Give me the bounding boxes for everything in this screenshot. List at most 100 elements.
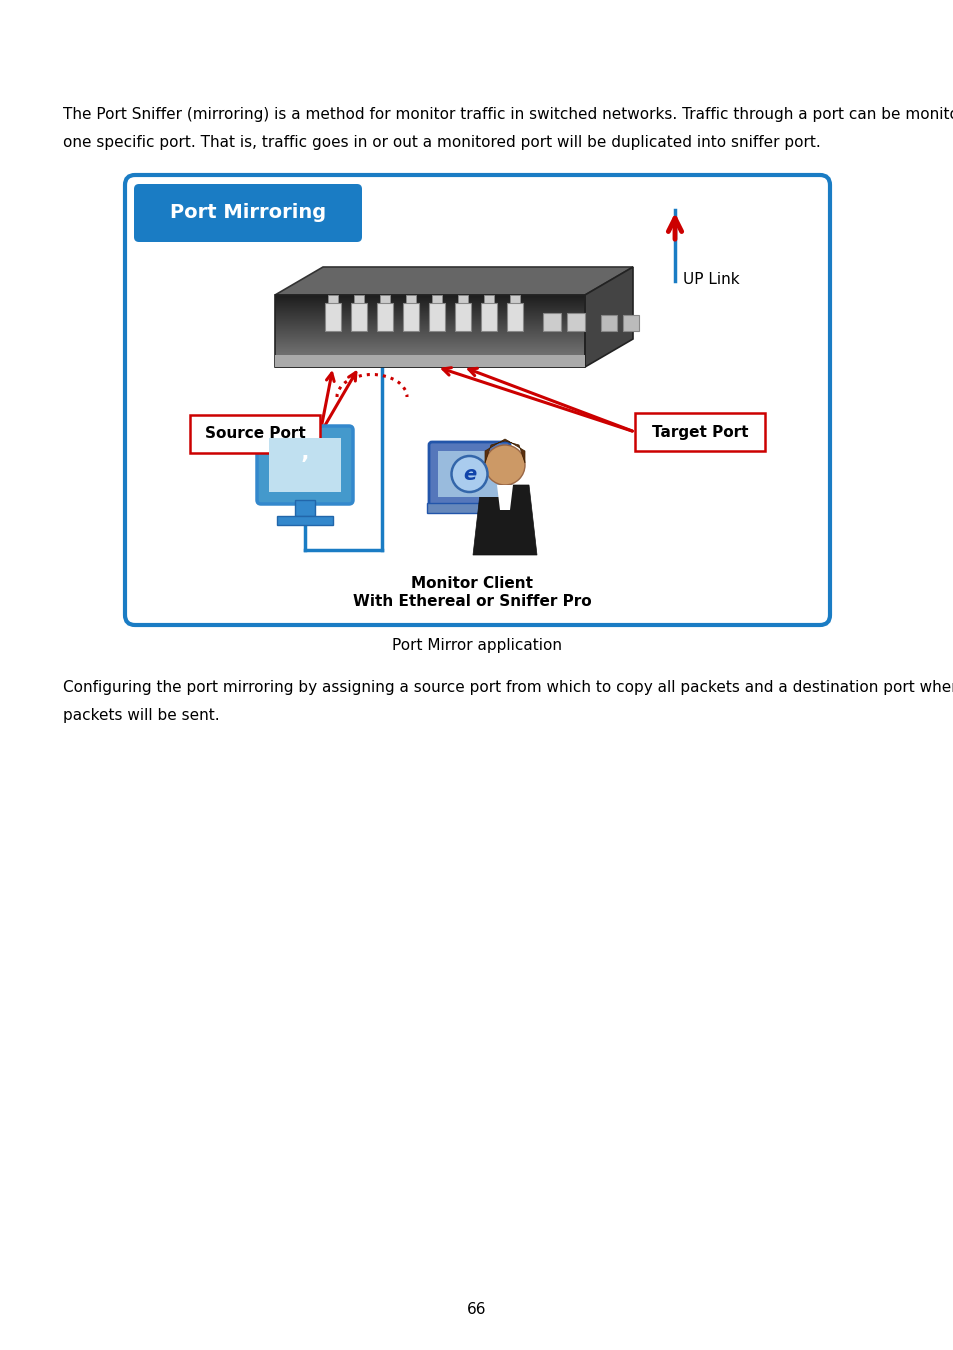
Bar [274, 316, 584, 317]
Bar [600, 315, 617, 331]
Bar [354, 296, 364, 302]
Bar [274, 348, 584, 350]
Bar [274, 317, 584, 319]
Bar [274, 347, 584, 348]
Bar [274, 343, 584, 344]
Bar [274, 304, 584, 305]
Bar [274, 352, 584, 354]
Bar [274, 358, 584, 359]
FancyBboxPatch shape [256, 427, 353, 504]
Bar [274, 332, 584, 333]
Text: Port Mirroring: Port Mirroring [170, 204, 326, 223]
Bar [566, 313, 584, 331]
Bar [274, 333, 584, 335]
Bar [274, 300, 584, 301]
Text: e: e [462, 464, 476, 483]
Bar [274, 366, 584, 367]
Bar [510, 296, 519, 302]
Bar [276, 516, 333, 525]
Bar [274, 342, 584, 343]
Bar [274, 362, 584, 363]
Bar [274, 298, 584, 301]
Bar [274, 310, 584, 312]
Bar [274, 352, 584, 355]
Bar [274, 356, 584, 359]
Polygon shape [473, 485, 537, 555]
Text: packets will be sent.: packets will be sent. [63, 707, 219, 724]
Bar [274, 296, 584, 297]
Bar [274, 336, 584, 338]
Bar [274, 306, 584, 309]
Bar [274, 364, 584, 366]
Bar [351, 302, 367, 331]
Bar [190, 414, 319, 454]
Bar [274, 331, 584, 332]
Bar [455, 302, 471, 331]
Text: one specific port. That is, traffic goes in or out a monitored port will be dupl: one specific port. That is, traffic goes… [63, 135, 820, 150]
Bar [432, 296, 441, 302]
Bar [274, 296, 584, 297]
Bar [274, 319, 584, 320]
Bar [274, 338, 584, 339]
Bar [506, 302, 522, 331]
Bar [274, 312, 584, 313]
Bar [406, 296, 416, 302]
Bar [274, 301, 584, 302]
Text: Target Port: Target Port [651, 424, 747, 440]
Bar [274, 328, 584, 329]
Bar [294, 500, 314, 516]
Bar [274, 324, 584, 325]
Polygon shape [584, 267, 633, 367]
Bar [274, 329, 584, 331]
FancyBboxPatch shape [125, 176, 829, 625]
Bar [635, 413, 764, 451]
Bar [274, 360, 584, 363]
Circle shape [451, 456, 487, 491]
Polygon shape [497, 485, 513, 510]
Bar [274, 354, 584, 355]
Bar [274, 327, 584, 328]
Polygon shape [484, 439, 524, 463]
Bar [274, 338, 584, 339]
Bar [429, 302, 444, 331]
Text: UP Link: UP Link [682, 273, 739, 288]
Bar [274, 305, 584, 306]
Bar [427, 504, 512, 513]
Bar [274, 323, 584, 324]
Circle shape [484, 446, 524, 485]
Text: ’: ’ [300, 455, 309, 475]
Bar [274, 309, 584, 311]
Bar [274, 325, 584, 327]
Bar [274, 339, 584, 340]
Bar [274, 313, 584, 315]
Bar [274, 315, 584, 316]
Text: Monitor Client: Monitor Client [411, 575, 533, 590]
FancyBboxPatch shape [429, 441, 510, 506]
Text: Port Mirror application: Port Mirror application [392, 639, 561, 653]
Bar [274, 344, 584, 346]
Bar [274, 346, 584, 347]
Bar [274, 360, 584, 362]
Bar [376, 302, 393, 331]
Bar [274, 355, 584, 367]
Bar [379, 296, 390, 302]
Text: Source Port: Source Port [204, 427, 305, 441]
Bar [274, 340, 584, 342]
Bar [274, 342, 584, 343]
Bar [328, 296, 337, 302]
Bar [274, 302, 584, 305]
Bar [542, 313, 560, 331]
Text: With Ethereal or Sniffer Pro: With Ethereal or Sniffer Pro [353, 594, 591, 609]
Text: Configuring the port mirroring by assigning a source port from which to copy all: Configuring the port mirroring by assign… [63, 680, 953, 695]
Bar [274, 359, 584, 360]
Bar [274, 308, 584, 309]
Bar [622, 315, 639, 331]
Bar [274, 310, 584, 312]
Bar [274, 306, 584, 308]
Bar [274, 325, 584, 328]
Bar [274, 356, 584, 358]
Bar [325, 302, 340, 331]
Bar [274, 335, 584, 336]
Bar [274, 333, 584, 336]
Polygon shape [274, 267, 633, 296]
